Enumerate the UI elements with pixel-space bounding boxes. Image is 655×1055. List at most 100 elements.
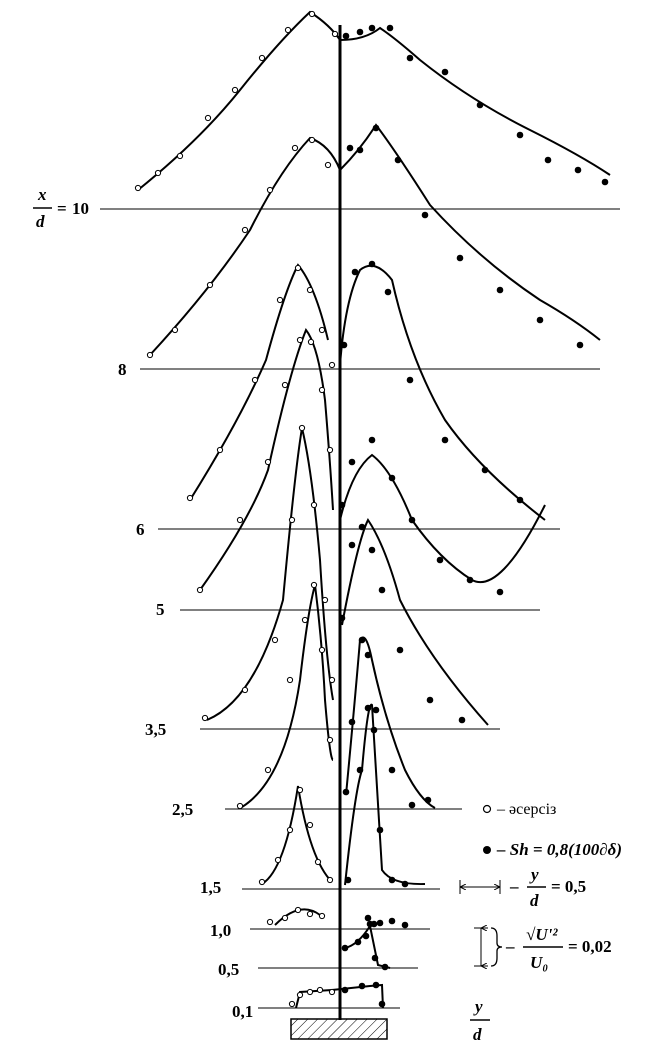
open-marker-2-3 [306, 910, 314, 918]
vertical-scale-value: = 0,02 [568, 937, 612, 956]
filled-marker-6-7 [496, 588, 504, 596]
filled-marker-1-0 [341, 944, 349, 952]
filled-marker-2-3 [388, 917, 396, 925]
open-marker-9-8 [331, 30, 339, 38]
station-label-10-eq: = [57, 199, 67, 218]
open-marker-8-2 [206, 281, 214, 289]
filled-marker-7-4 [406, 376, 414, 384]
station-label-2-5: 2,5 [172, 800, 193, 819]
x-axis-label: y d [470, 997, 490, 1044]
filled-marker-1-1 [354, 938, 362, 946]
profile-curve-7 [189, 263, 546, 521]
profile-curve-8 [149, 123, 601, 356]
filled-marker-8-10 [601, 178, 609, 186]
station-label-8: 8 [118, 360, 127, 379]
open-marker-4-4 [310, 581, 318, 589]
filled-marker-2-0 [364, 914, 372, 922]
vertical-scale-den: U₀ [530, 953, 548, 972]
open-marker-5-6 [321, 596, 329, 604]
open-marker-0-2 [306, 988, 314, 996]
open-marker-5-2 [271, 636, 279, 644]
filled-marker-4-2 [358, 636, 366, 644]
filled-marker-7-3 [384, 288, 392, 296]
filled-marker-4-7 [424, 796, 432, 804]
open-marker-4-6 [326, 736, 334, 744]
filled-marker-6-4 [408, 516, 416, 524]
open-marker-9-2 [176, 152, 184, 160]
station-label-0-1: 0,1 [232, 1002, 253, 1021]
filled-marker-5-2 [358, 523, 366, 531]
open-marker-2-2 [294, 906, 302, 914]
open-marker-8-4 [266, 186, 274, 194]
filled-marker-8-9 [574, 166, 582, 174]
open-marker-5-1 [241, 686, 249, 694]
filled-marker-2-4 [401, 921, 409, 929]
profile-curve-9 [137, 10, 611, 191]
horizontal-scale-value: = 0,5 [551, 877, 586, 896]
filled-marker-5-5 [396, 646, 404, 654]
legend-open-marker [482, 804, 492, 814]
open-marker-3-1 [274, 856, 282, 864]
filled-marker-2-1 [370, 920, 378, 928]
open-marker-7-1 [216, 446, 224, 454]
open-marker-8-5 [291, 144, 299, 152]
open-marker-2-0 [266, 918, 274, 926]
vertical-scale-num: √U'² [526, 925, 558, 944]
filled-marker-9-7 [536, 316, 544, 324]
filled-marker-7-2 [368, 260, 376, 268]
filled-marker-6-5 [436, 556, 444, 564]
profile-curve-5 [206, 427, 489, 726]
horizontal-scale-dash: – [509, 877, 519, 896]
filled-marker-6-6 [466, 576, 474, 584]
filled-marker-8-0 [342, 32, 350, 40]
filled-marker-4-3 [364, 651, 372, 659]
open-marker-9-3 [204, 114, 212, 122]
open-marker-8-7 [324, 161, 332, 169]
filled-marker-3-2 [364, 704, 372, 712]
filled-marker-1-5 [381, 963, 389, 971]
filled-marker-9-5 [456, 254, 464, 262]
open-marker-9-4 [231, 86, 239, 94]
filled-marker-3-1 [356, 766, 364, 774]
open-marker-4-1 [264, 766, 272, 774]
filled-marker-1-4 [371, 954, 379, 962]
filled-marker-7-6 [481, 466, 489, 474]
open-marker-0-1 [296, 991, 304, 999]
open-marker-6-5 [307, 338, 315, 346]
legend: – әсерсіз – Sh = 0,8(100∂δ) [482, 801, 622, 859]
filled-marker-3-6 [401, 880, 409, 888]
open-marker-5-3 [288, 516, 296, 524]
filled-marker-6-3 [388, 474, 396, 482]
filled-marker-3-5 [388, 876, 396, 884]
filled-marker-3-4 [376, 826, 384, 834]
station-label-d: d [36, 212, 45, 231]
open-marker-3-6 [326, 876, 334, 884]
filled-marker-4-1 [348, 718, 356, 726]
horizontal-scale-num: y [529, 865, 539, 884]
horizontal-scale-den: d [530, 891, 539, 910]
filled-marker-8-4 [406, 54, 414, 62]
open-marker-9-5 [258, 54, 266, 62]
filled-marker-4-0 [342, 788, 350, 796]
filled-marker-4-6 [408, 801, 416, 809]
filled-marker-8-1 [356, 28, 364, 36]
open-marker-4-3 [301, 616, 309, 624]
profile-curve-4 [241, 584, 436, 809]
open-marker-8-3 [241, 226, 249, 234]
open-marker-7-2 [251, 376, 259, 384]
open-marker-6-3 [281, 381, 289, 389]
filled-marker-4-4 [372, 706, 380, 714]
filled-marker-5-1 [348, 541, 356, 549]
station-label-10: 10 [72, 199, 89, 218]
filled-marker-8-8 [544, 156, 552, 164]
x-axis-label-y: y [473, 997, 483, 1016]
open-marker-6-1 [236, 516, 244, 524]
station-baselines [100, 208, 620, 1009]
open-marker-3-0 [258, 878, 266, 886]
filled-marker-7-5 [441, 436, 449, 444]
nozzle-base [290, 1018, 388, 1040]
open-marker-6-2 [264, 458, 272, 466]
data-markers [134, 10, 609, 1008]
legend-open-text: – әсерсіз [496, 801, 556, 818]
